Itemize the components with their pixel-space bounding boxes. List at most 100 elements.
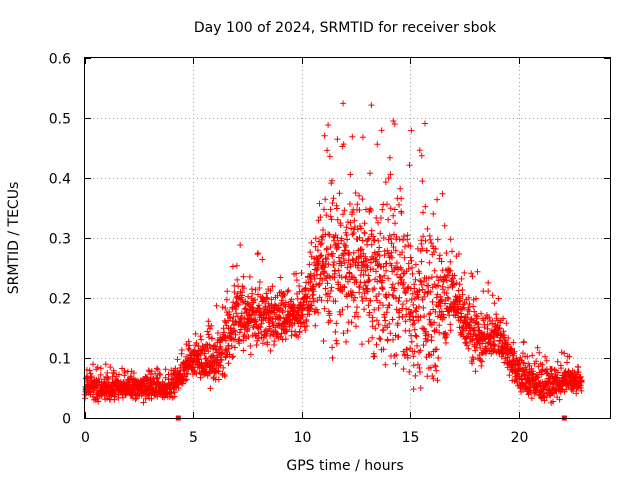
data-point bbox=[192, 330, 199, 337]
data-point bbox=[335, 254, 342, 261]
data-point bbox=[381, 314, 388, 321]
data-point bbox=[104, 374, 111, 381]
data-point bbox=[412, 276, 419, 283]
data-point bbox=[356, 207, 363, 213]
data-point bbox=[379, 206, 386, 213]
data-point bbox=[154, 366, 161, 373]
data-point bbox=[326, 310, 333, 317]
plot-frame bbox=[84, 57, 611, 419]
data-point bbox=[528, 395, 535, 402]
data-point bbox=[205, 369, 212, 376]
data-point bbox=[273, 311, 280, 318]
data-point bbox=[347, 201, 353, 207]
data-point bbox=[358, 246, 365, 253]
data-point bbox=[207, 385, 214, 392]
data-point bbox=[267, 287, 274, 294]
data-point bbox=[234, 276, 241, 283]
data-point bbox=[431, 319, 438, 326]
data-point bbox=[433, 294, 440, 301]
data-point bbox=[457, 298, 464, 305]
data-point bbox=[415, 294, 422, 301]
data-point bbox=[369, 314, 376, 321]
data-point bbox=[206, 334, 213, 341]
data-point bbox=[359, 134, 366, 141]
data-point bbox=[410, 353, 417, 360]
data-point bbox=[293, 270, 300, 277]
data-point bbox=[296, 329, 303, 336]
data-point bbox=[326, 231, 333, 238]
data-point bbox=[312, 235, 319, 242]
data-point bbox=[326, 153, 333, 160]
data-point bbox=[255, 250, 262, 257]
data-point bbox=[376, 252, 383, 259]
data-point bbox=[531, 390, 538, 397]
data-point bbox=[335, 267, 342, 274]
data-point bbox=[329, 354, 336, 361]
data-point bbox=[496, 325, 503, 332]
data-point bbox=[436, 252, 443, 259]
data-point bbox=[414, 342, 420, 349]
data-point bbox=[391, 285, 398, 292]
data-point bbox=[364, 288, 371, 295]
data-point bbox=[368, 227, 375, 234]
data-point bbox=[438, 258, 445, 265]
data-point bbox=[153, 365, 160, 372]
data-point bbox=[312, 322, 319, 329]
data-point bbox=[333, 340, 340, 347]
data-point bbox=[341, 284, 348, 291]
data-point bbox=[245, 293, 252, 300]
data-point bbox=[361, 306, 368, 313]
data-point bbox=[264, 341, 271, 348]
data-point bbox=[526, 362, 533, 369]
data-point bbox=[348, 225, 355, 232]
data-point bbox=[417, 314, 424, 321]
data-point bbox=[317, 271, 324, 278]
data-point bbox=[420, 342, 427, 349]
data-point bbox=[150, 378, 157, 385]
data-point bbox=[241, 332, 248, 338]
data-point bbox=[396, 294, 403, 301]
data-point bbox=[246, 273, 253, 280]
data-point bbox=[422, 120, 428, 127]
data-point bbox=[256, 279, 263, 285]
data-point bbox=[340, 330, 347, 337]
data-point bbox=[315, 309, 322, 316]
data-point bbox=[524, 353, 531, 360]
data-point bbox=[95, 375, 102, 382]
data-point bbox=[473, 295, 480, 302]
data-point bbox=[205, 331, 212, 338]
data-point bbox=[185, 345, 192, 352]
data-point bbox=[472, 332, 479, 339]
data-point bbox=[333, 320, 340, 327]
data-point bbox=[317, 253, 324, 260]
data-point bbox=[377, 230, 384, 237]
data-point bbox=[343, 273, 350, 280]
data-point bbox=[320, 338, 327, 344]
data-point bbox=[469, 360, 476, 367]
data-point bbox=[370, 233, 377, 240]
data-point bbox=[459, 291, 466, 298]
data-point bbox=[396, 201, 402, 208]
data-point bbox=[391, 121, 398, 128]
data-point bbox=[429, 284, 436, 291]
data-point bbox=[281, 292, 288, 299]
data-point bbox=[335, 240, 342, 247]
data-point bbox=[472, 368, 479, 375]
data-point bbox=[183, 376, 190, 383]
data-point bbox=[554, 369, 561, 376]
y-tick-label: 0.3 bbox=[49, 232, 71, 248]
data-point bbox=[321, 264, 328, 271]
data-point bbox=[402, 318, 409, 325]
data-point bbox=[365, 338, 372, 345]
data-point bbox=[303, 323, 310, 329]
data-point bbox=[184, 370, 191, 377]
data-point bbox=[409, 290, 416, 297]
data-point bbox=[478, 330, 485, 337]
data-point bbox=[253, 342, 260, 348]
data-point bbox=[269, 318, 276, 325]
data-point bbox=[247, 351, 254, 358]
data-point bbox=[359, 196, 366, 203]
data-point bbox=[116, 371, 122, 378]
data-point bbox=[277, 274, 284, 281]
data-point bbox=[107, 364, 114, 371]
